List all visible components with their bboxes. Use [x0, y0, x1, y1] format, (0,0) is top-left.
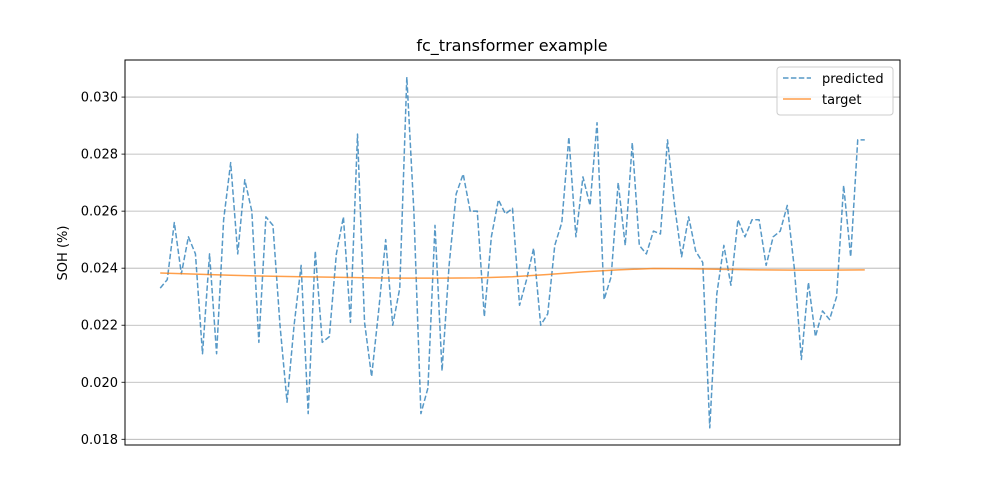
y-tick-label: 0.022 — [81, 319, 118, 334]
y-tick-label: 0.030 — [81, 91, 118, 106]
chart-title: fc_transformer example — [416, 36, 607, 56]
plot-area-frame — [124, 59, 901, 446]
legend-predicted-label: predicted — [822, 72, 884, 87]
y-tick-label: 0.024 — [81, 262, 118, 277]
series-target-line — [160, 267, 865, 279]
y-tick-label: 0.020 — [81, 376, 118, 391]
y-gridlines — [125, 96, 900, 440]
y-axis-label: SOH (%) — [56, 226, 71, 281]
series-predicted-line — [159, 76, 865, 429]
legend-target-label: target — [822, 93, 862, 108]
legend-box — [776, 66, 894, 116]
y-axis-ticks: 0.018 0.020 0.022 0.024 0.026 0.028 0.030 — [81, 91, 125, 448]
y-tick-label: 0.026 — [81, 205, 118, 220]
series-lines — [159, 76, 865, 429]
legend: predicted target — [776, 66, 894, 116]
y-tick-label: 0.028 — [81, 148, 118, 163]
y-tick-label: 0.018 — [81, 433, 118, 448]
